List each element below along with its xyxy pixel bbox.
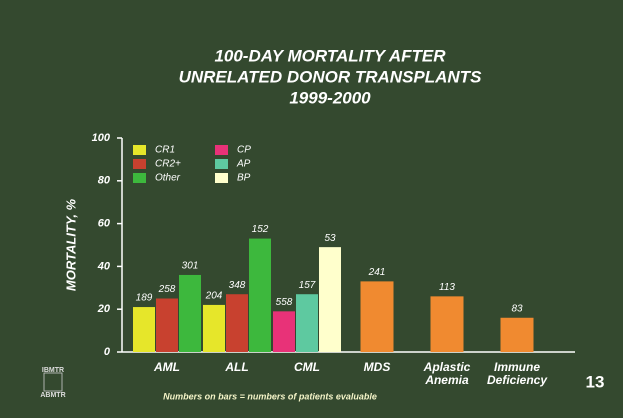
y-tick-label: 60 — [98, 218, 111, 230]
slide-number: 13 — [586, 372, 605, 391]
bar-count-label: 157 — [299, 280, 316, 291]
bar-count-label: 152 — [252, 224, 269, 235]
bar-count-label: 189 — [136, 293, 153, 304]
y-tick-label: 20 — [97, 303, 111, 315]
logo-box — [43, 372, 63, 392]
x-tick-label: MDS — [363, 360, 391, 374]
bar — [296, 294, 318, 352]
bar — [500, 317, 534, 352]
legend-label: CR2+ — [155, 159, 181, 170]
y-tick-label: 80 — [98, 175, 111, 187]
legend-swatch — [215, 159, 228, 169]
legend-label: BP — [237, 173, 251, 184]
legend-label: CP — [237, 145, 251, 156]
x-tick-label: CML — [294, 360, 320, 374]
legend-swatch — [215, 173, 228, 183]
legend-label: CR1 — [155, 145, 175, 156]
legend-label: Other — [155, 173, 181, 184]
x-tick-label: ALL — [225, 360, 249, 374]
logo-text: IBMTR — [42, 367, 64, 374]
chart-title: 100-DAY MORTALITY AFTER — [214, 46, 446, 65]
bar — [156, 298, 178, 352]
bar-count-label: 83 — [511, 303, 523, 314]
bar-count-label: 204 — [205, 291, 223, 302]
x-tick-label: Aplastic Anemia — [423, 360, 471, 387]
bar-count-label: 53 — [324, 233, 336, 244]
legend-label: AP — [236, 159, 251, 170]
bar-count-label: 258 — [158, 284, 176, 295]
bar — [226, 294, 248, 352]
bar — [273, 311, 295, 352]
chart-subtitle: UNRELATED DONOR TRANSPLANTS — [179, 67, 483, 86]
legend-swatch — [133, 173, 146, 183]
bar — [430, 296, 464, 352]
bar — [249, 238, 271, 352]
bar — [360, 281, 394, 352]
x-tick-label: AML — [154, 360, 180, 374]
footnote: Numbers on bars = numbers of patients ev… — [163, 391, 377, 401]
bar-count-label: 348 — [229, 280, 246, 291]
bar — [133, 307, 155, 352]
legend-swatch — [215, 145, 228, 155]
bar — [179, 274, 201, 352]
bar-count-label: 241 — [368, 267, 386, 278]
y-tick-label: 100 — [92, 132, 111, 144]
bar — [319, 247, 341, 352]
bar-count-label: 113 — [439, 282, 455, 293]
logo-text: ABMTR — [40, 392, 65, 399]
y-tick-label: 0 — [104, 346, 111, 358]
bar-count-label: 558 — [276, 297, 293, 308]
y-axis-label: MORTALITY, % — [63, 198, 78, 291]
legend-swatch — [133, 145, 146, 155]
x-tick-label: Immune Deficiency — [486, 360, 548, 387]
y-tick-label: 40 — [97, 260, 111, 272]
chart-period: 1999-2000 — [289, 88, 371, 107]
legend-swatch — [133, 159, 146, 169]
bar — [203, 304, 225, 352]
bar-count-label: 301 — [182, 261, 199, 272]
